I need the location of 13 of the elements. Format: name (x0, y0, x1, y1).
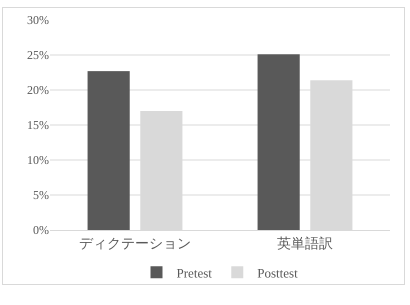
y-tick-label: 0% (33, 223, 49, 238)
y-tick-label: 30% (27, 13, 49, 28)
bar (88, 71, 130, 230)
y-tick-label: 25% (27, 48, 49, 62)
legend-label: Posttest (257, 265, 298, 280)
legend-label: Pretest (176, 265, 212, 280)
y-tick-label: 5% (33, 188, 49, 202)
bar (258, 54, 300, 230)
x-tick-label: 英単語訳 (277, 236, 333, 252)
y-tick-label: 15% (27, 118, 49, 132)
y-tick-label: 10% (27, 153, 49, 168)
x-tick-label: ディクテーション (79, 236, 191, 252)
y-tick-label: 20% (27, 83, 49, 98)
